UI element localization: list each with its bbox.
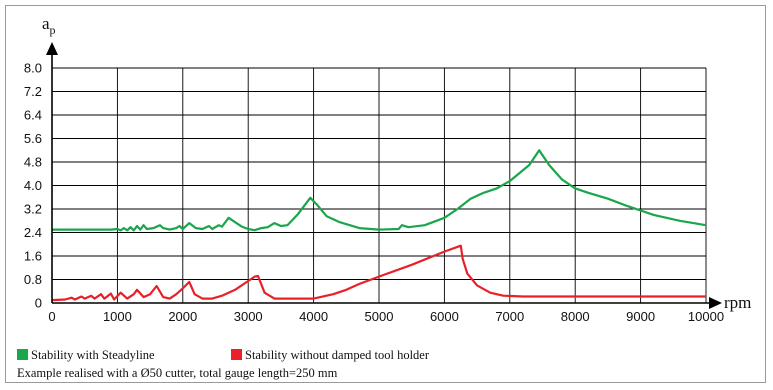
y-tick-label: 5.6: [24, 131, 42, 146]
legend-swatch-undamped: [231, 349, 242, 360]
y-tick-label: 4.8: [24, 155, 42, 170]
legend-swatch-steadyline: [17, 349, 28, 360]
legend: Stability with Steadyline Stability with…: [17, 348, 430, 362]
x-tick-label: 9000: [626, 309, 655, 324]
y-tick-label: 0.8: [24, 272, 42, 287]
x-axis-arrow: [709, 297, 722, 309]
axes: [46, 42, 722, 309]
x-tick-label: 7000: [495, 309, 524, 324]
legend-label-undamped: Stability without damped tool holder: [245, 348, 430, 362]
y-tick-label: 8.0: [24, 61, 42, 76]
y-tick-label: 6.4: [24, 108, 42, 123]
x-tick-label: 0: [48, 309, 55, 324]
y-axis-label-sub: p: [50, 23, 56, 37]
x-axis-label: rpm: [724, 293, 751, 312]
y-axis-arrow: [46, 42, 58, 55]
x-tick-label: 2000: [168, 309, 197, 324]
x-tick-label: 6000: [430, 309, 459, 324]
y-axis-label: ap: [42, 14, 56, 37]
y-tick-label: 1.6: [24, 249, 42, 264]
chart-frame: 0 1000 2000 3000 4000 5000 6000 7000 8000 9000 100…: [5, 5, 766, 383]
x-tick-label: 8000: [561, 309, 590, 324]
y-tick-label: 0: [35, 296, 42, 311]
y-tick-label: 4.0: [24, 178, 42, 193]
chart-svg: 0 1000 2000 3000 4000 5000 6000 7000 8000 9000 100…: [17, 14, 751, 380]
series-line-steadyline: [52, 149, 707, 232]
series-group: [51, 149, 707, 302]
x-tick-label: 4000: [299, 309, 328, 324]
y-tick-label: 7.2: [24, 84, 42, 99]
x-tick-label: 5000: [365, 309, 394, 324]
x-tick-label: 3000: [234, 309, 263, 324]
y-tick-label: 3.2: [24, 202, 42, 217]
chart-footnote: Example realised with a Ø50 cutter, tota…: [17, 366, 338, 380]
tick-labels: 0 1000 2000 3000 4000 5000 6000 7000 8000 9000 100…: [24, 61, 724, 325]
x-tick-label: 10000: [688, 309, 724, 324]
legend-label-steadyline: Stability with Steadyline: [31, 348, 155, 362]
y-axis-label-main: a: [42, 14, 50, 33]
y-tick-label: 2.4: [24, 225, 42, 240]
series-line-undamped: [51, 244, 706, 302]
grid: [52, 67, 707, 303]
x-tick-label: 1000: [103, 309, 132, 324]
